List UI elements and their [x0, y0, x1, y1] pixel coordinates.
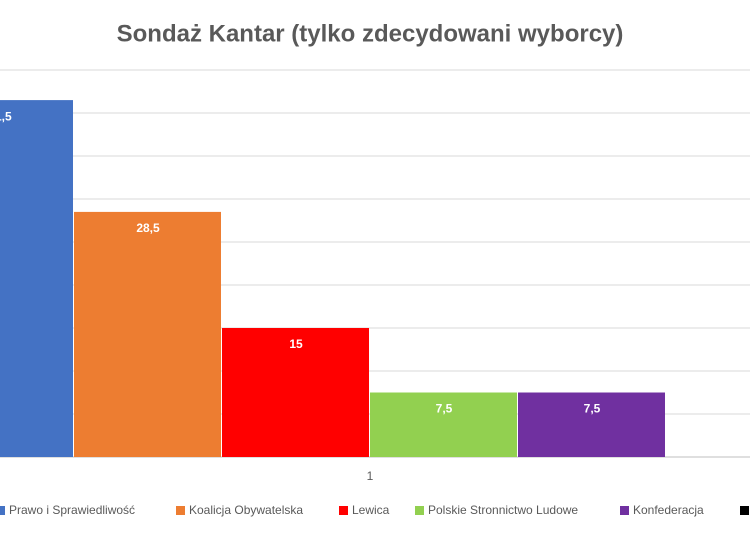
- legend-marker: [415, 506, 424, 515]
- value-label: 41,5: [0, 109, 12, 123]
- legend-marker-cropped: [740, 506, 749, 515]
- bar: [0, 100, 73, 457]
- bar: [74, 211, 221, 457]
- legend-label: Konfederacja: [633, 503, 704, 517]
- legend-label: Lewica: [352, 503, 390, 517]
- value-label: 28,5: [136, 221, 160, 235]
- x-tick-label: 1: [367, 469, 374, 483]
- value-label: 15: [289, 337, 303, 351]
- value-label: 7,5: [584, 402, 601, 416]
- legend-marker: [0, 506, 5, 515]
- bar: [370, 392, 517, 457]
- legend-label: Polskie Stronnictwo Ludowe: [428, 503, 578, 517]
- legend-marker: [620, 506, 629, 515]
- chart-title: Sondaż Kantar (tylko zdecydowani wyborcy…: [117, 20, 624, 47]
- value-label: 7,5: [436, 402, 453, 416]
- bar: [518, 392, 665, 457]
- legend-label: Prawo i Sprawiedliwość: [9, 503, 135, 517]
- legend-marker: [176, 506, 185, 515]
- legend-marker: [339, 506, 348, 515]
- legend-label: Koalicja Obywatelska: [189, 503, 303, 517]
- bar: [222, 328, 369, 457]
